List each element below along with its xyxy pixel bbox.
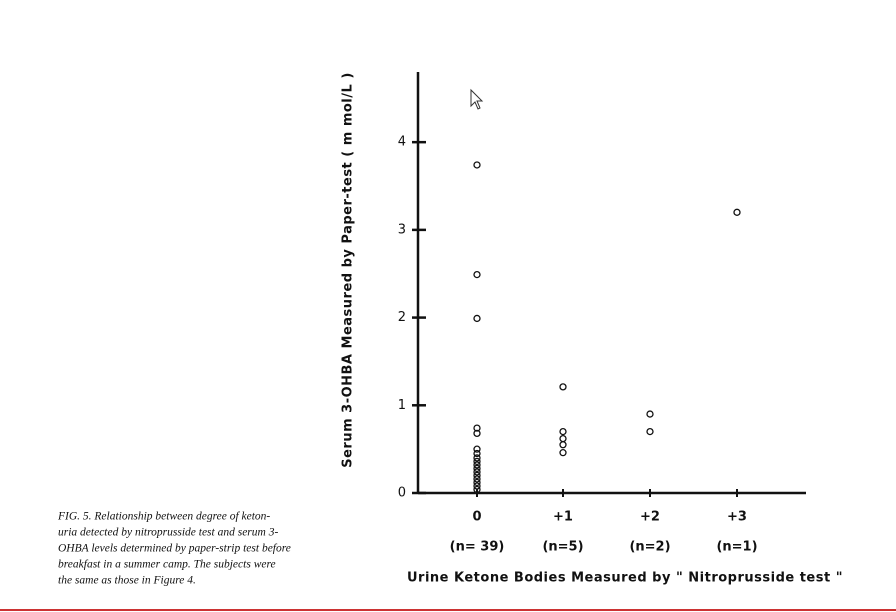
- category-note: (n=2): [629, 540, 670, 555]
- point: [473, 475, 481, 483]
- category-note: (n=1): [716, 540, 757, 555]
- point: [646, 410, 654, 418]
- x-axis-label: Urine Ketone Bodies Measured by " Nitrop…: [407, 571, 843, 586]
- y-tick-label: 3: [398, 222, 406, 237]
- x-tick-label: +3: [727, 510, 747, 525]
- caption-line: breakfast in a summer camp. The subjects…: [58, 559, 276, 571]
- x-tick-label: 0: [472, 510, 481, 525]
- x-tick-label: +2: [640, 510, 660, 525]
- cursor-icon: [470, 88, 484, 110]
- category-note: (n=5): [542, 540, 583, 555]
- point: [559, 449, 567, 457]
- point: [473, 464, 481, 473]
- y-axis-label: Serum 3-OHBA Measured by Paper-test ( m …: [341, 72, 356, 468]
- point: [473, 478, 481, 487]
- y-tick-label: 2: [398, 310, 406, 325]
- y-tick-label: 1: [398, 398, 406, 413]
- point: [473, 161, 481, 169]
- point: [473, 454, 481, 462]
- caption-line: OHBA levels determined by paper-strip te…: [58, 543, 291, 555]
- point: [559, 383, 567, 391]
- point: [559, 441, 567, 449]
- caption-line: the same as those in Figure 4.: [58, 575, 196, 587]
- point: [473, 461, 481, 469]
- caption-line: uria detected by nitroprusside test and …: [58, 527, 278, 539]
- point: [473, 449, 481, 458]
- point: [473, 482, 481, 490]
- point: [559, 434, 567, 443]
- point: [733, 208, 741, 216]
- x-tick-label: +1: [553, 510, 573, 525]
- point: [473, 471, 481, 480]
- y-tick-label: 4: [398, 135, 406, 150]
- point: [646, 427, 654, 436]
- y-tick-label: 0: [398, 486, 406, 501]
- category-note: (n= 39): [450, 540, 505, 555]
- point: [473, 445, 481, 453]
- point: [473, 468, 481, 476]
- point: [473, 457, 481, 466]
- point: [473, 424, 481, 432]
- point: [559, 427, 567, 436]
- point: [473, 270, 481, 279]
- caption-line: FIG. 5. Relationship between degree of k…: [57, 511, 270, 523]
- point: [473, 485, 481, 494]
- point: [473, 314, 481, 323]
- point: [473, 429, 481, 438]
